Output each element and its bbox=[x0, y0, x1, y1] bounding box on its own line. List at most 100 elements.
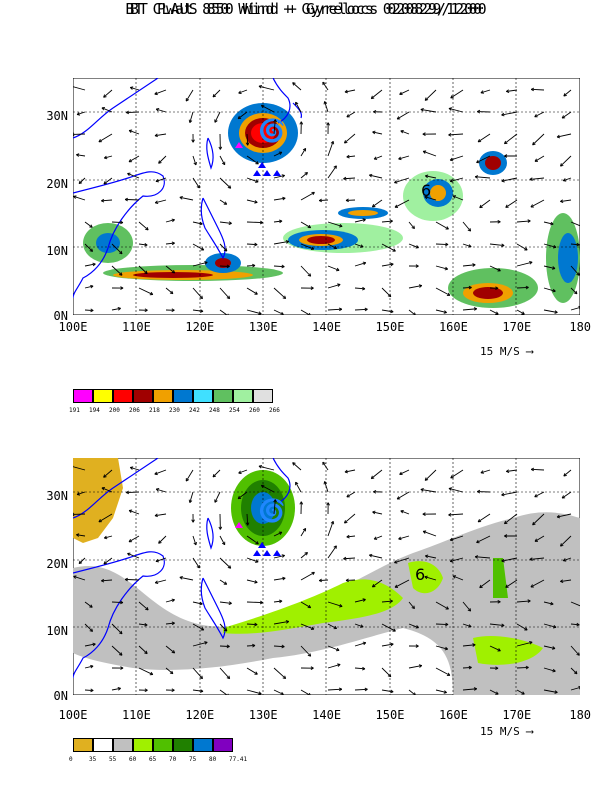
wind-vector bbox=[420, 488, 437, 493]
wind-vector-head bbox=[200, 689, 204, 692]
wind-vector bbox=[570, 667, 578, 675]
wind-vector bbox=[138, 623, 148, 626]
panel2-ytick-10n: 10N bbox=[46, 624, 68, 638]
panel1-colorbar-label: 218 bbox=[149, 407, 160, 414]
wind-vector bbox=[425, 175, 437, 179]
wind-vector-head bbox=[228, 295, 231, 299]
wind-vector bbox=[489, 623, 505, 626]
wind-vector bbox=[398, 155, 410, 160]
wind-vector bbox=[219, 155, 226, 166]
wind-vector bbox=[543, 265, 556, 269]
wind-vector bbox=[435, 623, 449, 625]
wind-vector bbox=[462, 688, 477, 691]
wind-vector-head bbox=[158, 162, 162, 164]
svg-text:6: 6 bbox=[421, 181, 431, 200]
wind-vector-head bbox=[155, 561, 159, 563]
wind-vector-head bbox=[76, 154, 79, 157]
wind-vector-head bbox=[344, 471, 348, 474]
wind-vector-head bbox=[226, 644, 230, 647]
wind-vector-head bbox=[73, 512, 75, 515]
wind-vector-head bbox=[413, 225, 415, 229]
wind-vector bbox=[246, 287, 258, 295]
wind-vector-head bbox=[150, 291, 154, 295]
panel1-ytick-30n: 30N bbox=[46, 109, 68, 123]
wind-vector-head bbox=[255, 559, 259, 563]
wind-vector-head bbox=[390, 309, 394, 313]
wind-vector-head bbox=[124, 199, 128, 202]
wind-vector bbox=[516, 689, 525, 695]
wind-vector-head bbox=[279, 219, 283, 222]
wind-vector bbox=[354, 287, 365, 290]
wind-vector bbox=[300, 243, 315, 250]
wind-vector-head bbox=[258, 465, 262, 469]
wind-vector-head bbox=[299, 121, 302, 125]
wind-vector bbox=[531, 468, 545, 471]
wind-vector-head bbox=[550, 601, 554, 605]
wind-vector bbox=[219, 579, 227, 585]
wind-vector-head bbox=[155, 582, 159, 584]
wind-vector bbox=[246, 579, 258, 583]
panel1-colorbar-labels: 191 194 200 206 218 230 242 248 254 260 266 bbox=[69, 407, 293, 414]
wind-vector-head bbox=[532, 523, 536, 526]
wind-vector bbox=[435, 243, 449, 245]
wind-vector-head bbox=[214, 500, 218, 503]
wind-vector-head bbox=[171, 670, 174, 674]
wind-vector bbox=[300, 191, 315, 201]
wind-vector bbox=[530, 579, 545, 588]
wind-vector bbox=[462, 264, 476, 267]
wind-vector bbox=[179, 576, 194, 581]
wind-vector bbox=[165, 622, 175, 625]
wind-vector bbox=[452, 575, 464, 581]
wind-vector-head bbox=[308, 604, 312, 608]
wind-vector bbox=[543, 287, 556, 292]
wind-vector bbox=[479, 199, 491, 209]
wind-vector-head bbox=[260, 220, 264, 223]
wind-vector bbox=[246, 667, 258, 675]
wind-vector-head bbox=[398, 538, 402, 541]
wind-vector bbox=[534, 155, 545, 162]
wind-vector-head bbox=[78, 562, 83, 565]
wind-vector bbox=[424, 469, 437, 481]
wind-vector bbox=[372, 511, 383, 515]
panel1-xtick-110e: 110E bbox=[121, 320, 151, 334]
panel2-xtick-150e: 150E bbox=[375, 708, 405, 722]
wind-vector-head bbox=[224, 201, 228, 205]
wind-vector-head bbox=[345, 200, 349, 203]
wind-vector bbox=[192, 601, 203, 605]
wind-vector bbox=[381, 309, 394, 313]
panel2-colorbar-swatch bbox=[133, 738, 153, 752]
wind-vector-head bbox=[228, 601, 232, 604]
panel1-colorbar-swatch bbox=[253, 389, 273, 403]
wind-vector-head bbox=[155, 202, 159, 204]
wind-vector-head bbox=[334, 625, 338, 629]
wind-vector bbox=[84, 643, 96, 647]
wind-vector bbox=[104, 155, 113, 159]
wind-vector-head bbox=[501, 180, 505, 183]
wind-vector bbox=[504, 133, 518, 145]
wind-vector bbox=[423, 150, 437, 157]
wind-vector-head bbox=[504, 535, 508, 538]
wind-vector-head bbox=[309, 653, 312, 657]
panel2-xtick-160e: 160E bbox=[438, 708, 468, 722]
wind-vector bbox=[76, 491, 86, 496]
wind-vector bbox=[560, 199, 572, 202]
panel2-title: BT Pwat 850 Wind + Gyrelocs 020829/1200 bbox=[129, 0, 483, 18]
wind-vector bbox=[300, 148, 307, 157]
wind-vector bbox=[327, 265, 340, 271]
svg-text:🌀: 🌀 bbox=[258, 117, 285, 144]
wind-vector-head bbox=[424, 576, 428, 580]
wind-vector bbox=[300, 552, 308, 559]
wind-vector bbox=[531, 88, 545, 91]
wind-vector bbox=[570, 265, 580, 276]
wind-vector bbox=[128, 155, 140, 163]
wind-vector bbox=[219, 557, 232, 569]
wind-vector bbox=[327, 141, 334, 157]
wind-vector-head bbox=[155, 488, 159, 492]
wind-vector-head bbox=[120, 272, 123, 276]
panel1-map-svg: 🌀 6 bbox=[73, 78, 580, 315]
wind-vector bbox=[327, 308, 342, 311]
wind-vector-head bbox=[414, 312, 416, 315]
wind-vector-head bbox=[192, 519, 195, 523]
wind-vector bbox=[354, 599, 366, 603]
panel2-colorbar-swatch bbox=[193, 738, 213, 752]
